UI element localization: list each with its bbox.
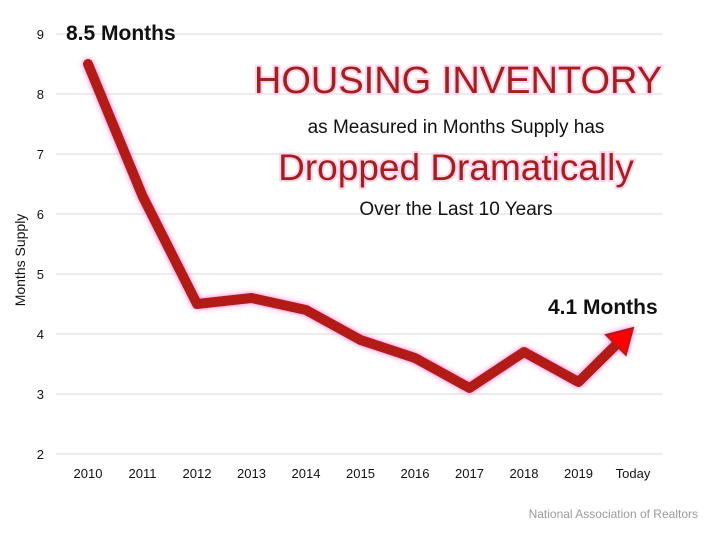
x-tick-label: 2012	[183, 466, 212, 481]
x-tick-label: Today	[616, 466, 651, 481]
y-tick-label: 3	[37, 387, 44, 402]
chart-title: HOUSING INVENTORY as Measured in Months …	[252, 58, 664, 220]
x-tick-label: 2017	[455, 466, 484, 481]
series-line	[83, 59, 621, 393]
x-tick-label: 2010	[74, 466, 103, 481]
x-tick-label: 2015	[346, 466, 375, 481]
y-tick-label: 8	[37, 87, 44, 102]
source-note: National Association of Realtors	[529, 507, 698, 521]
x-tick-label: 2011	[129, 466, 157, 481]
x-tick-label: 2019	[564, 466, 593, 481]
annotation-start: 8.5 Months	[66, 22, 176, 45]
title-line-4: Over the Last 10 Years	[359, 199, 552, 220]
y-axis-label: Months Supply	[12, 214, 28, 307]
y-tick-label: 7	[37, 147, 44, 162]
x-tick-label: 2014	[292, 466, 321, 481]
series-line-group	[83, 59, 635, 393]
y-tick-label: 9	[37, 27, 44, 42]
y-tick-label: 5	[37, 267, 44, 282]
x-tick-label: 2013	[237, 466, 266, 481]
series-arrow-head	[604, 326, 635, 357]
title-line-1: HOUSING INVENTORY	[254, 60, 662, 102]
x-axis-ticks: 2010 2011 2012 2013 2014 2015 2016 2017 2018 2019…	[74, 466, 651, 481]
title-line-3: Dropped Dramatically	[278, 147, 634, 188]
y-tick-label: 2	[37, 447, 44, 462]
x-tick-label: 2016	[401, 466, 430, 481]
x-tick-label: 2018	[510, 466, 539, 481]
y-tick-label: 4	[37, 327, 44, 342]
title-line-2: as Measured in Months Supply has	[308, 117, 605, 138]
y-axis-ticks: 2 3 4 5 6 7 8 9	[37, 27, 44, 462]
y-tick-label: 6	[37, 207, 44, 222]
annotation-end: 4.1 Months	[548, 296, 658, 319]
